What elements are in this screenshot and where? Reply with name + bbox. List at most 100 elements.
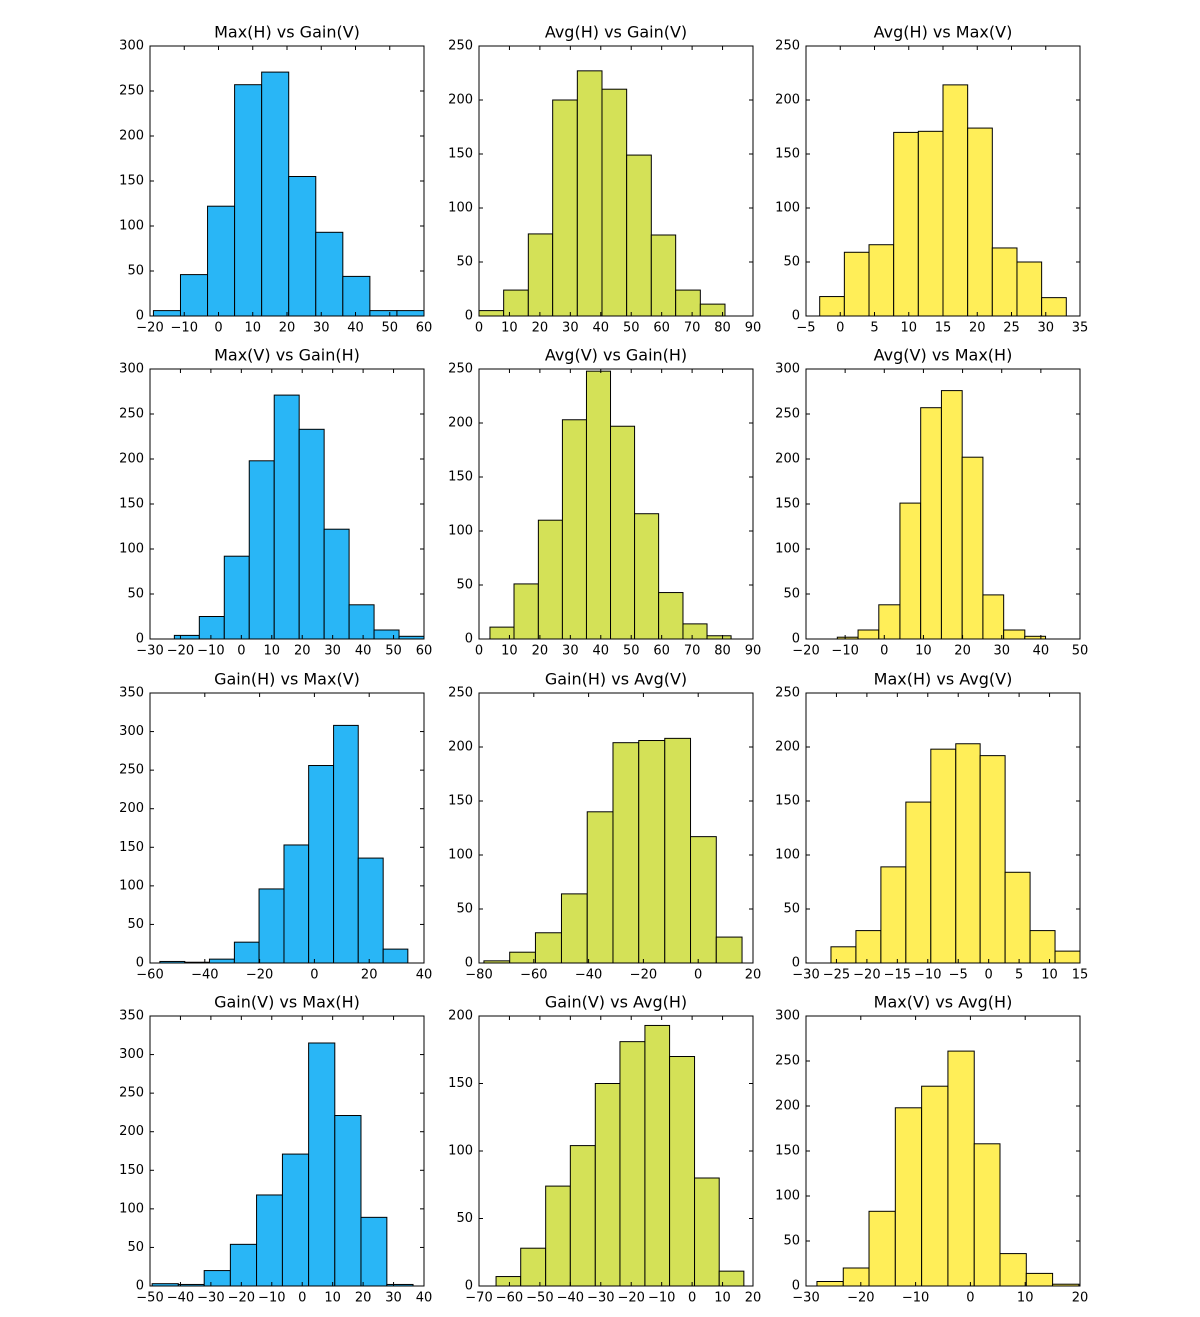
x-tick-label: 0 xyxy=(688,1291,696,1306)
histogram-bar xyxy=(626,154,652,317)
x-tick-label: 40 xyxy=(1033,644,1050,659)
x-tick-label: 80 xyxy=(714,321,731,336)
histogram-bar xyxy=(899,502,922,640)
x-tick-label: 20 xyxy=(1072,1291,1089,1306)
histogram-bar xyxy=(634,513,660,640)
histogram-bar xyxy=(619,1041,646,1287)
x-tick-label: 35 xyxy=(1072,321,1089,336)
histogram-bar xyxy=(513,583,539,640)
x-tick-label: 20 xyxy=(532,321,549,336)
histogram-bar xyxy=(273,394,300,640)
x-tick-label: −60 xyxy=(136,968,163,983)
y-tick-label: 0 xyxy=(792,1279,800,1294)
histogram-bar xyxy=(537,519,563,640)
x-tick-label: 25 xyxy=(1003,321,1020,336)
y-tick-label: 0 xyxy=(136,956,144,971)
histogram-bar xyxy=(1016,261,1043,317)
x-tick-label: 10 xyxy=(900,321,917,336)
y-tick-label: 50 xyxy=(456,1211,473,1226)
histogram-bar xyxy=(1054,950,1081,964)
x-tick-label: −10 xyxy=(648,1291,675,1306)
y-tick-label: 100 xyxy=(448,201,473,216)
histogram-bar xyxy=(664,737,692,964)
y-tick-label: 200 xyxy=(448,1009,473,1024)
histogram-bar xyxy=(982,594,1005,640)
x-tick-label: 20 xyxy=(954,644,971,659)
y-tick-label: 250 xyxy=(775,1054,800,1069)
x-tick-label: −20 xyxy=(167,644,194,659)
x-tick-label: 10 xyxy=(264,644,281,659)
y-tick-label: 150 xyxy=(775,1144,800,1159)
x-tick-label: −20 xyxy=(853,968,880,983)
y-tick-label: 200 xyxy=(119,801,144,816)
histogram-bar xyxy=(961,456,984,640)
y-tick-label: 350 xyxy=(119,1009,144,1024)
y-tick-label: 100 xyxy=(775,848,800,863)
x-tick-label: 0 xyxy=(694,968,702,983)
y-tick-label: 300 xyxy=(119,724,144,739)
y-tick-label: 150 xyxy=(448,794,473,809)
histogram-bar xyxy=(258,888,285,964)
histogram-bar xyxy=(315,231,344,317)
x-tick-label: 50 xyxy=(381,321,398,336)
plot-frame xyxy=(478,45,754,317)
y-tick-label: 150 xyxy=(775,147,800,162)
y-tick-label: 200 xyxy=(775,1099,800,1114)
histogram-bar xyxy=(675,289,701,317)
y-tick-label: 300 xyxy=(775,362,800,377)
histogram-bar xyxy=(357,857,384,964)
histogram-bar xyxy=(520,1247,547,1287)
y-tick-label: 250 xyxy=(775,39,800,54)
x-tick-label: 0 xyxy=(836,321,844,336)
y-tick-label: 150 xyxy=(119,497,144,512)
x-tick-label: 0 xyxy=(298,1291,306,1306)
x-tick-label: 0 xyxy=(985,968,993,983)
y-tick-label: 0 xyxy=(136,309,144,324)
x-tick-label: 90 xyxy=(745,321,762,336)
y-tick-label: 50 xyxy=(127,587,144,602)
y-tick-label: 50 xyxy=(783,255,800,270)
histogram-bar xyxy=(594,1083,621,1287)
y-tick-label: 200 xyxy=(448,416,473,431)
x-tick-label: 0 xyxy=(475,644,483,659)
y-tick-label: 150 xyxy=(448,147,473,162)
histogram-bar xyxy=(694,1177,720,1287)
histogram-bar xyxy=(930,748,957,964)
x-tick-label: −20 xyxy=(847,1291,874,1306)
y-tick-label: 200 xyxy=(119,129,144,144)
x-tick-label: 30 xyxy=(313,321,330,336)
chart-title: Avg(V) vs Max(H) xyxy=(874,346,1013,365)
y-tick-label: 100 xyxy=(119,878,144,893)
y-tick-label: 200 xyxy=(775,740,800,755)
y-tick-label: 100 xyxy=(448,848,473,863)
y-tick-label: 100 xyxy=(119,542,144,557)
y-tick-label: 250 xyxy=(448,362,473,377)
x-tick-label: 20 xyxy=(969,321,986,336)
histogram-bar xyxy=(973,1143,1001,1287)
histogram-bar xyxy=(261,71,290,317)
histogram-bar xyxy=(868,244,895,317)
plot-frame xyxy=(149,692,425,964)
plot-frame xyxy=(478,692,754,964)
x-tick-label: 20 xyxy=(745,968,762,983)
histogram-bar xyxy=(283,844,310,964)
histogram-bar xyxy=(207,205,236,317)
x-tick-label: 10 xyxy=(714,1291,731,1306)
histogram-bar xyxy=(308,1042,336,1287)
histogram-bar xyxy=(552,99,578,317)
y-tick-label: 100 xyxy=(775,542,800,557)
x-tick-label: −5 xyxy=(796,321,815,336)
y-tick-label: 100 xyxy=(775,201,800,216)
x-tick-label: 30 xyxy=(993,644,1010,659)
y-tick-label: 200 xyxy=(119,452,144,467)
y-tick-label: 250 xyxy=(448,39,473,54)
x-tick-label: 0 xyxy=(310,968,318,983)
x-tick-label: 50 xyxy=(623,644,640,659)
x-tick-label: 30 xyxy=(1037,321,1054,336)
x-tick-label: −20 xyxy=(630,968,657,983)
histogram-bar xyxy=(857,629,880,640)
x-tick-label: 60 xyxy=(416,321,433,336)
histogram-bar xyxy=(644,1024,671,1287)
x-tick-label: 30 xyxy=(385,1291,402,1306)
chart-title: Max(V) vs Gain(H) xyxy=(214,346,360,365)
